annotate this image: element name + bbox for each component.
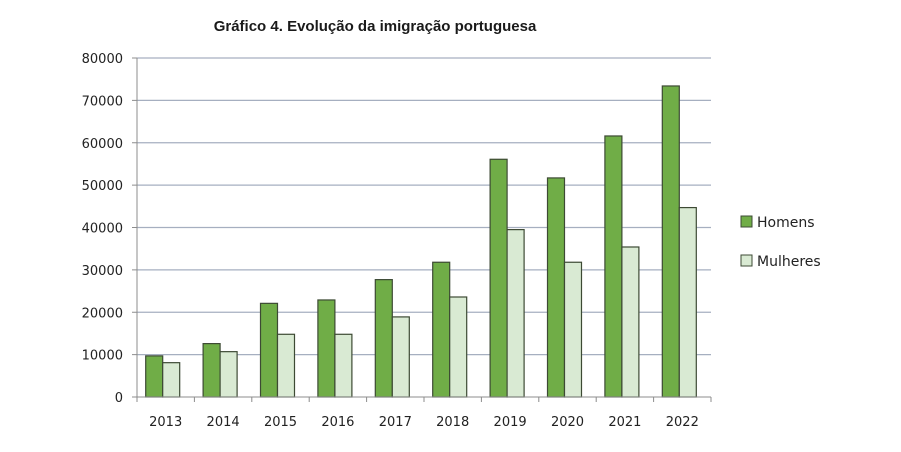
bar-homens-2015 bbox=[259, 302, 279, 398]
bars bbox=[145, 85, 697, 398]
y-tick-label: 50000 bbox=[82, 179, 123, 194]
bar-homens-2018 bbox=[432, 261, 451, 398]
x-tick-label: 2017 bbox=[379, 415, 412, 430]
bar-mulheres-2017 bbox=[391, 316, 410, 398]
x-tick-label: 2021 bbox=[608, 415, 641, 430]
bar-homens-2022 bbox=[661, 85, 680, 398]
bar-mulheres-2014 bbox=[219, 351, 238, 398]
bar-mulheres-2020 bbox=[563, 261, 583, 398]
x-tick-label: 2014 bbox=[207, 415, 240, 430]
y-tick-label: 0 bbox=[115, 391, 123, 406]
legend-label-mulheres: Mulheres bbox=[757, 254, 821, 270]
bar-mulheres-2022 bbox=[678, 206, 697, 398]
bar-homens-2013 bbox=[145, 355, 164, 398]
bar-mulheres-2019 bbox=[506, 229, 525, 398]
x-tick-label: 2020 bbox=[551, 415, 584, 430]
legend-label-homens: Homens bbox=[757, 215, 815, 231]
legend: Homens Mulheres bbox=[740, 215, 821, 270]
bar-mulheres-2015 bbox=[276, 333, 296, 398]
x-tick-label: 2015 bbox=[264, 415, 297, 430]
x-tick-label: 2018 bbox=[436, 415, 469, 430]
x-tick-label: 2016 bbox=[321, 415, 354, 430]
bar-homens-2021 bbox=[604, 135, 623, 398]
y-tick-label: 20000 bbox=[82, 306, 123, 321]
y-axis: 0 10000 20000 30000 40000 50000 60000 70000 8000… bbox=[82, 52, 138, 406]
bar-homens-2019 bbox=[489, 158, 508, 398]
bar-mulheres-2018 bbox=[449, 296, 468, 398]
y-tick-label: 30000 bbox=[82, 264, 123, 279]
y-tick-label: 70000 bbox=[82, 94, 123, 109]
y-tick-label: 10000 bbox=[82, 349, 123, 364]
bar-mulheres-2013 bbox=[162, 362, 181, 398]
bar-homens-2017 bbox=[374, 279, 393, 398]
bar-homens-2016 bbox=[317, 299, 336, 398]
bar-mulheres-2021 bbox=[621, 246, 640, 398]
y-tick-label: 40000 bbox=[82, 222, 123, 237]
x-tick-label: 2022 bbox=[666, 415, 699, 430]
x-tick-label: 2013 bbox=[149, 415, 182, 430]
legend-swatch-mulheres bbox=[740, 254, 753, 267]
bar-mulheres-2016 bbox=[334, 333, 353, 398]
bar-homens-2014 bbox=[202, 343, 221, 398]
x-tick-label: 2019 bbox=[494, 415, 527, 430]
gridlines bbox=[137, 57, 711, 356]
chart-title: Gráfico 4. Evolução da imigração portugu… bbox=[214, 18, 537, 35]
bar-homens-2020 bbox=[546, 177, 566, 398]
legend-swatch-homens bbox=[740, 215, 753, 228]
x-axis: 2013 2014 2015 2016 2017 2018 2019 2020 2021 2022 bbox=[136, 396, 712, 430]
y-tick-label: 60000 bbox=[82, 137, 123, 152]
y-tick-label: 80000 bbox=[82, 52, 123, 67]
